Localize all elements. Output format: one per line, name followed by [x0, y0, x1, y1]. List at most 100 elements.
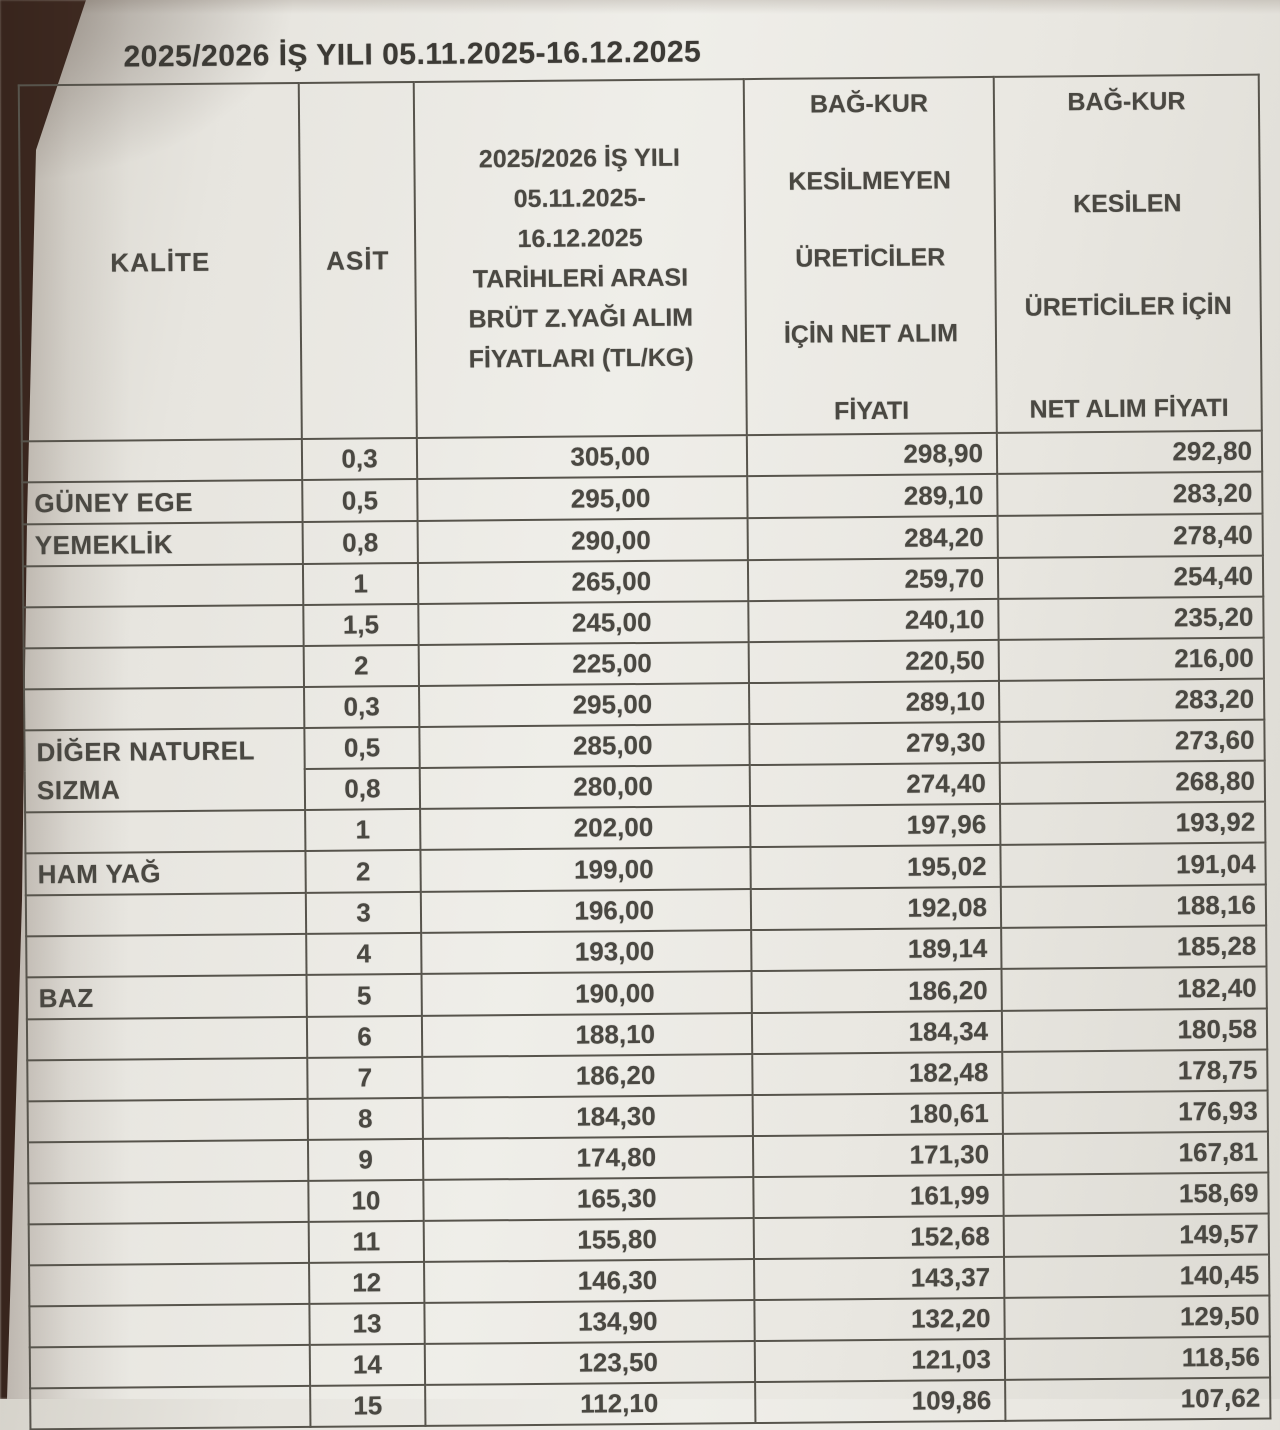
header-row: KALİTE ASİT 2025/2026 İŞ YILI 05.11.2025…: [18, 74, 1262, 442]
cell-asit: 15: [310, 1384, 426, 1427]
cell-net-price-kesilen: 278,40: [997, 513, 1263, 558]
cell-gross-price: 184,30: [422, 1095, 753, 1139]
cell-net-price-kesilen: 158,69: [1003, 1172, 1269, 1216]
header-line: NET ALIM FİYATI: [1029, 393, 1229, 424]
cell-net-price-kesilen: 180,58: [1001, 1008, 1268, 1052]
cell-net-price-kesilen: 178,75: [1002, 1049, 1268, 1093]
cell-gross-price: 186,20: [422, 1054, 753, 1098]
cell-net-price-kesilmeyen: 259,70: [747, 557, 999, 602]
col-header-kalite: KALİTE: [18, 82, 302, 442]
cell-net-price-kesilmeyen: 189,14: [751, 927, 1002, 972]
cell-net-price-kesilmeyen: 192,08: [750, 886, 1002, 931]
cell-asit: 14: [309, 1343, 426, 1386]
cell-kalite: HAM YAĞ: [25, 850, 306, 896]
cell-asit: 0,5: [304, 726, 420, 769]
cell-net-price-kesilen: 149,57: [1003, 1213, 1269, 1257]
cell-net-price-kesilen: 268,80: [999, 760, 1266, 804]
cell-kalite: [28, 1180, 309, 1225]
cell-net-price-kesilmeyen: 161,99: [753, 1174, 1004, 1219]
cell-kalite: [24, 686, 305, 731]
cell-asit: 10: [308, 1179, 424, 1222]
cell-asit: 1,5: [303, 603, 419, 646]
cell-kalite: [22, 563, 304, 608]
cell-gross-price: 280,00: [419, 765, 751, 809]
cell-net-price-kesilen: 273,60: [999, 719, 1265, 763]
cell-net-price-kesilmeyen: 132,20: [754, 1297, 1005, 1342]
cell-gross-price: 305,00: [416, 435, 748, 479]
cell-gross-price: 202,00: [420, 806, 751, 850]
cell-net-price-kesilmeyen: 184,34: [751, 1010, 1003, 1055]
cell-net-price-kesilen: 185,28: [1001, 925, 1267, 969]
cell-asit: 4: [306, 932, 422, 975]
cell-kalite: [29, 1344, 311, 1389]
cell-kalite: [23, 604, 304, 649]
cell-net-price-kesilmeyen: 180,61: [752, 1092, 1003, 1137]
cell-net-price-kesilmeyen: 289,10: [747, 473, 998, 519]
header-line: ÜRETİCİLER: [795, 242, 946, 273]
cell-net-price-kesilen: 188,16: [1000, 884, 1267, 928]
cell-net-price-kesilmeyen: 109,86: [755, 1379, 1006, 1424]
cell-net-price-kesilmeyen: 182,48: [752, 1051, 1003, 1096]
cell-net-price-kesilen: 235,20: [998, 596, 1264, 640]
header-line: 05.11.2025-: [513, 183, 646, 214]
header-line: BAĞ-KUR: [809, 89, 929, 119]
cell-net-price-kesilmeyen: 279,30: [749, 721, 1000, 766]
header-line: TARİHLERİ ARASI: [472, 263, 689, 294]
cell-net-price-kesilen: 167,81: [1002, 1131, 1269, 1175]
cell-net-price-kesilen: 182,40: [1001, 966, 1267, 1011]
cell-asit: 0,3: [301, 437, 418, 480]
header-line: KESİLMEYEN: [788, 166, 951, 196]
document-title: 2025/2026 İŞ YILI 05.11.2025-16.12.2025: [123, 35, 702, 74]
header-line: FİYATLARI (TL/KG): [468, 343, 694, 374]
header-line: 2025/2026 İŞ YILI: [478, 143, 681, 174]
cell-net-price-kesilen: 140,45: [1004, 1254, 1270, 1298]
cell-net-price-kesilmeyen: 143,37: [754, 1256, 1005, 1301]
cell-asit: 0,8: [302, 520, 418, 564]
cell-gross-price: 174,80: [422, 1136, 754, 1180]
cell-net-price-kesilen: 118,56: [1004, 1336, 1271, 1380]
cell-gross-price: 290,00: [417, 518, 748, 563]
cell-kalite: [26, 933, 307, 978]
cell-net-price-kesilmeyen: 171,30: [752, 1133, 1004, 1178]
cell-gross-price: 245,00: [418, 601, 749, 645]
cell-gross-price: 285,00: [419, 724, 750, 768]
header-line: 16.12.2025: [517, 223, 643, 254]
cell-gross-price: 225,00: [418, 642, 749, 686]
cell-net-price-kesilen: 176,93: [1002, 1090, 1268, 1134]
cell-net-price-kesilen: 193,92: [1000, 801, 1266, 845]
cell-gross-price: 123,50: [424, 1341, 756, 1385]
cell-asit: 12: [309, 1261, 425, 1304]
cell-net-price-kesilmeyen: 195,02: [750, 844, 1001, 890]
cell-gross-price: 265,00: [417, 560, 749, 604]
cell-gross-price: 146,30: [424, 1259, 755, 1303]
cell-gross-price: 155,80: [423, 1218, 755, 1262]
cell-gross-price: 193,00: [421, 930, 752, 974]
cell-kalite: [25, 892, 307, 937]
header-line: ÜRETİCİLER İÇİN: [1024, 291, 1232, 322]
cell-gross-price: 196,00: [420, 889, 752, 933]
cell-asit: 8: [307, 1097, 423, 1140]
cell-net-price-kesilen: 254,40: [997, 555, 1264, 599]
cell-kalite: [29, 1262, 310, 1307]
col-header-asit: ASİT: [298, 81, 417, 439]
cell-net-price-kesilen: 191,04: [1000, 842, 1266, 887]
cell-kalite: [29, 1303, 310, 1348]
cell-asit: 11: [308, 1220, 425, 1263]
cell-asit: 6: [306, 1015, 423, 1058]
cell-net-price-kesilmeyen: 121,03: [754, 1338, 1006, 1383]
cell-kalite: [27, 1139, 309, 1184]
cell-asit: 9: [307, 1138, 424, 1181]
cell-gross-price: 295,00: [417, 476, 748, 521]
header-line: BAĞ-KUR: [1067, 87, 1186, 117]
paper-sheet: 2025/2026 İŞ YILI 05.11.2025-16.12.2025 …: [17, 0, 1271, 1430]
cell-net-price-kesilen: 107,62: [1005, 1377, 1271, 1421]
cell-net-price-kesilen: 129,50: [1004, 1295, 1270, 1339]
cell-net-price-kesilmeyen: 152,68: [753, 1215, 1005, 1260]
cell-kalite: DİĞER NATUREL SIZMA: [24, 727, 306, 813]
cell-net-price-kesilen: 292,80: [996, 430, 1263, 474]
cell-gross-price: 188,10: [421, 1013, 753, 1057]
cell-net-price-kesilmeyen: 240,10: [748, 598, 999, 643]
cell-gross-price: 190,00: [421, 971, 752, 1016]
col-header-net-bagkur-kesilen: BAĞ-KUR KESİLEN ÜRETİCİLER İÇİN NET ALIM…: [993, 74, 1262, 433]
